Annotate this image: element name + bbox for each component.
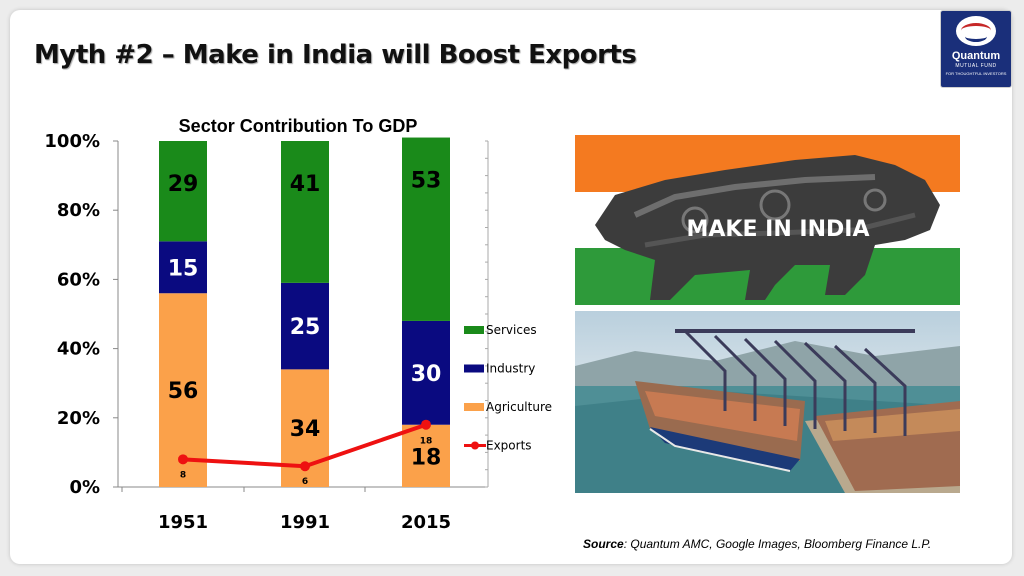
source-text: : Quantum AMC, Google Images, Bloomberg … [623, 537, 932, 551]
bar-services [402, 137, 450, 321]
legend-agriculture-swatch [464, 403, 484, 411]
exports-point [300, 461, 310, 472]
bar-data-label: 18 [411, 446, 442, 471]
bar-data-label: 15 [168, 256, 199, 281]
legend-exports-marker [471, 441, 479, 450]
bar-services [281, 141, 329, 283]
bar-data-label: 34 [290, 417, 321, 442]
y-tick-label: 0% [69, 477, 100, 498]
y-tick-label: 60% [57, 269, 100, 290]
y-tick-label: 20% [57, 408, 100, 429]
make-in-india-image: MAKE IN INDIA [575, 135, 960, 305]
source-label: Source [583, 537, 624, 551]
chart-bars: 56 15 29 34 25 41 18 30 53 [159, 137, 450, 487]
logo-subtitle: MUTUAL FUND [955, 63, 997, 69]
exports-point [421, 419, 431, 430]
bar-data-label: 29 [168, 172, 199, 197]
chart-legend: Services Industry Agriculture Exports [464, 323, 552, 453]
logo-name: Quantum [951, 50, 1001, 62]
legend-label: Exports [486, 439, 532, 453]
slide-title: Myth #2 – Make in India will Boost Expor… [34, 40, 637, 70]
bar-agriculture [402, 424, 450, 487]
exports-line: 8 6 18 [178, 419, 433, 487]
container-port-image [575, 311, 960, 493]
bar-data-label: 56 [168, 379, 199, 404]
chart-axes: 0% 20% 40% 60% 80% 100% 1951 1991 2015 [44, 131, 489, 533]
legend-services-swatch [464, 326, 484, 334]
bar-industry [402, 320, 450, 425]
legend-label: Services [486, 323, 537, 337]
bar-industry [159, 241, 207, 294]
bar-data-label: 25 [290, 315, 321, 340]
exports-point-label: 8 [180, 470, 186, 480]
x-tick-label: 1951 [158, 512, 208, 533]
x-tick-label: 1991 [280, 512, 330, 533]
bar-services [159, 141, 207, 242]
logo-swoosh-red [961, 23, 991, 38]
chart-title: Sector Contribution To GDP [179, 116, 418, 136]
logo-swoosh-blue [965, 31, 987, 42]
bar-data-label: 30 [411, 362, 442, 387]
exports-point-label: 6 [302, 477, 308, 487]
source-note: Source: Quantum AMC, Google Images, Bloo… [583, 537, 931, 551]
make-in-india-lion-graphic: MAKE IN INDIA [575, 135, 960, 305]
bar-data-label: 41 [290, 172, 321, 197]
legend-label: Agriculture [486, 400, 552, 414]
y-tick-label: 100% [44, 131, 100, 152]
y-tick-label: 80% [57, 200, 100, 221]
bar-data-label: 53 [411, 169, 442, 194]
bar-industry [281, 282, 329, 370]
legend-label: Industry [486, 362, 535, 376]
quantum-logo: Quantum MUTUAL FUND FOR THOUGHTFUL INVES… [940, 10, 1012, 88]
x-tick-label: 2015 [401, 512, 451, 533]
logo-tagline: FOR THOUGHTFUL INVESTORS [945, 71, 1007, 76]
exports-point [178, 454, 188, 465]
legend-industry-swatch [464, 364, 484, 373]
exports-point-label: 18 [420, 437, 433, 447]
make-in-india-text: MAKE IN INDIA [687, 217, 870, 242]
container-port-photo [575, 311, 960, 493]
y-tick-label: 40% [57, 339, 100, 360]
